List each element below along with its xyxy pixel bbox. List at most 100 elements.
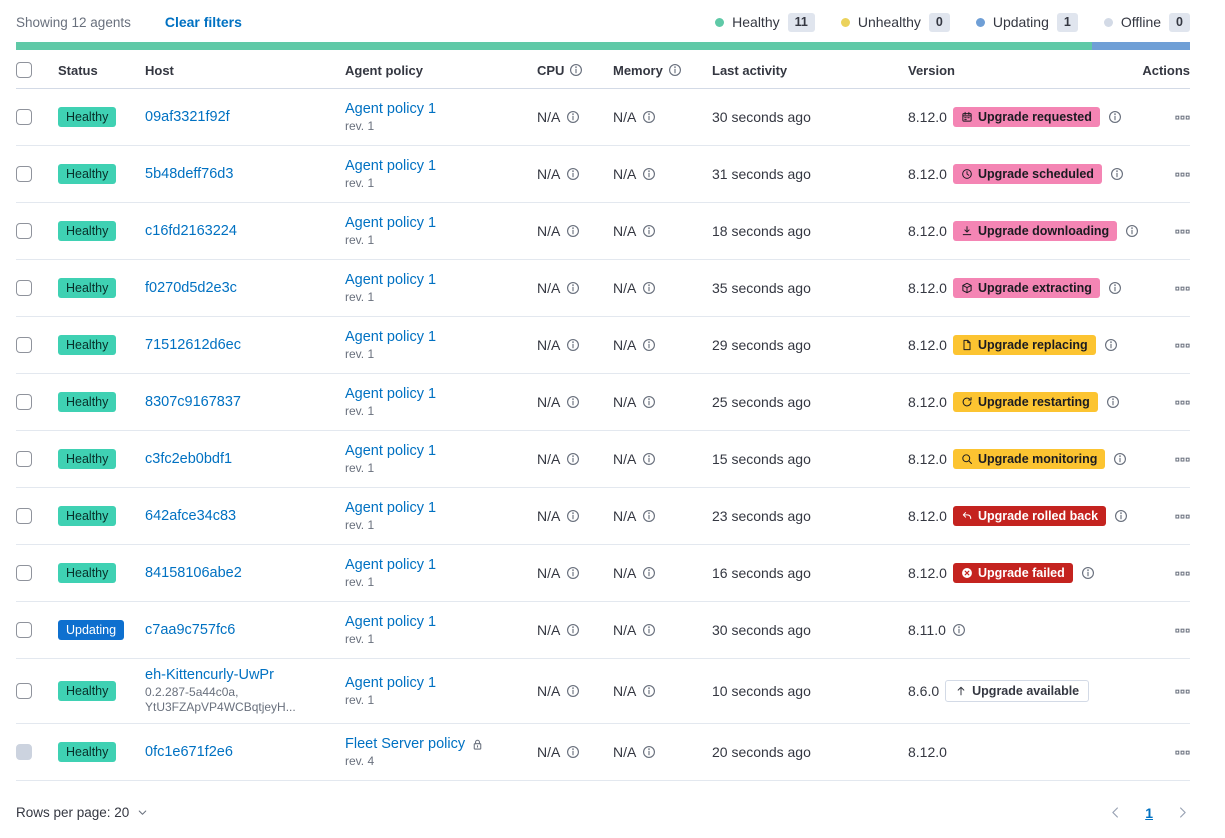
actions-menu-button[interactable] <box>1175 452 1190 467</box>
info-icon[interactable] <box>566 745 580 759</box>
row-checkbox[interactable] <box>16 451 32 467</box>
info-icon[interactable] <box>1125 224 1139 238</box>
info-icon[interactable] <box>668 63 682 77</box>
info-icon[interactable] <box>642 281 656 295</box>
host-link[interactable]: eh-Kittencurly-UwPr <box>145 667 274 683</box>
info-icon[interactable] <box>1110 167 1124 181</box>
next-page-button[interactable] <box>1175 805 1190 820</box>
version-value: 8.6.0 <box>908 683 940 699</box>
clear-filters-link[interactable]: Clear filters <box>164 14 242 30</box>
host-link[interactable]: c3fc2eb0bdf1 <box>145 451 233 467</box>
actions-menu-button[interactable] <box>1175 224 1190 239</box>
info-icon[interactable] <box>566 167 580 181</box>
info-icon[interactable] <box>952 623 966 637</box>
host-link[interactable]: f0270d5d2e3c <box>145 280 237 296</box>
agent-policy-link[interactable]: Agent policy 1 <box>345 386 437 402</box>
info-icon[interactable] <box>566 684 580 698</box>
agent-policy-link[interactable]: Agent policy 1 <box>345 101 437 117</box>
info-icon[interactable] <box>1114 509 1128 523</box>
actions-menu-button[interactable] <box>1175 684 1190 699</box>
legend-item-healthy[interactable]: Healthy 11 <box>715 12 815 32</box>
info-icon[interactable] <box>642 338 656 352</box>
row-checkbox[interactable] <box>16 508 32 524</box>
info-icon[interactable] <box>1081 566 1095 580</box>
host-link[interactable]: 8307c9167837 <box>145 394 241 410</box>
info-icon[interactable] <box>642 745 656 759</box>
row-checkbox[interactable] <box>16 166 32 182</box>
row-checkbox[interactable] <box>16 337 32 353</box>
legend-item-updating[interactable]: Updating 1 <box>975 12 1078 32</box>
agent-policy-link[interactable]: Agent policy 1 <box>345 614 437 630</box>
info-icon[interactable] <box>1108 110 1122 124</box>
actions-menu-button[interactable] <box>1175 395 1190 410</box>
actions-menu-button[interactable] <box>1175 281 1190 296</box>
row-checkbox[interactable] <box>16 622 32 638</box>
info-icon[interactable] <box>566 395 580 409</box>
column-header-last-activity: Last activity <box>712 63 908 78</box>
agent-policy-link[interactable]: Agent policy 1 <box>345 500 437 516</box>
info-icon[interactable] <box>1104 338 1118 352</box>
actions-menu-button[interactable] <box>1175 110 1190 125</box>
row-checkbox[interactable] <box>16 280 32 296</box>
row-checkbox[interactable] <box>16 394 32 410</box>
agent-policy-link[interactable]: Agent policy 1 <box>345 675 437 691</box>
cpu-value: N/A <box>537 744 561 760</box>
info-icon[interactable] <box>566 224 580 238</box>
info-icon[interactable] <box>642 566 656 580</box>
info-icon[interactable] <box>566 452 580 466</box>
actions-menu-button[interactable] <box>1175 509 1190 524</box>
host-link[interactable]: 84158106abe2 <box>145 565 242 581</box>
agent-policy-link[interactable]: Fleet Server policy <box>345 736 466 752</box>
previous-page-button[interactable] <box>1108 805 1123 820</box>
select-all-checkbox[interactable] <box>16 62 32 78</box>
info-icon[interactable] <box>642 623 656 637</box>
info-icon[interactable] <box>566 110 580 124</box>
last-activity-value: 31 seconds ago <box>712 166 811 182</box>
legend-item-unhealthy[interactable]: Unhealthy 0 <box>840 12 950 32</box>
actions-menu-button[interactable] <box>1175 566 1190 581</box>
actions-menu-button[interactable] <box>1175 623 1190 638</box>
info-icon[interactable] <box>569 63 583 77</box>
agent-policy-link[interactable]: Agent policy 1 <box>345 443 437 459</box>
page-number-1[interactable]: 1 <box>1145 804 1153 821</box>
agent-policy-link[interactable]: Agent policy 1 <box>345 557 437 573</box>
row-checkbox[interactable] <box>16 565 32 581</box>
agent-policy-link[interactable]: Agent policy 1 <box>345 272 437 288</box>
host-link[interactable]: c7aa9c757fc6 <box>145 622 236 638</box>
host-link[interactable]: 0fc1e671f2e6 <box>145 744 233 760</box>
info-icon[interactable] <box>642 395 656 409</box>
info-icon[interactable] <box>642 684 656 698</box>
info-icon[interactable] <box>642 167 656 181</box>
info-icon[interactable] <box>642 110 656 124</box>
agent-policy-link[interactable]: Agent policy 1 <box>345 329 437 345</box>
rows-per-page-selector[interactable]: Rows per page: 20 <box>16 805 149 820</box>
info-icon[interactable] <box>1106 395 1120 409</box>
row-checkbox[interactable] <box>16 223 32 239</box>
info-icon[interactable] <box>566 338 580 352</box>
actions-menu-button[interactable] <box>1175 338 1190 353</box>
info-icon[interactable] <box>642 224 656 238</box>
info-icon[interactable] <box>566 623 580 637</box>
info-icon[interactable] <box>566 566 580 580</box>
info-icon[interactable] <box>642 452 656 466</box>
host-link[interactable]: c16fd2163224 <box>145 223 237 239</box>
info-icon[interactable] <box>566 281 580 295</box>
info-icon[interactable] <box>642 509 656 523</box>
row-checkbox[interactable] <box>16 109 32 125</box>
info-icon[interactable] <box>1113 452 1127 466</box>
host-link[interactable]: 642afce34c83 <box>145 508 237 524</box>
actions-menu-button[interactable] <box>1175 745 1190 760</box>
host-link[interactable]: 09af3321f92f <box>145 109 230 125</box>
status-dot-icon <box>1103 17 1113 27</box>
agent-policy-link[interactable]: Agent policy 1 <box>345 215 437 231</box>
agent-policy-link[interactable]: Agent policy 1 <box>345 158 437 174</box>
legend-item-offline[interactable]: Offline 0 <box>1103 12 1190 32</box>
host-link[interactable]: 71512612d6ec <box>145 337 241 353</box>
info-icon[interactable] <box>1108 281 1122 295</box>
info-icon[interactable] <box>566 509 580 523</box>
actions-menu-button[interactable] <box>1175 167 1190 182</box>
column-header-agent-policy: Agent policy <box>345 63 537 78</box>
host-link[interactable]: 5b48deff76d3 <box>145 166 234 182</box>
row-checkbox[interactable] <box>16 683 32 699</box>
legend-count-badge: 1 <box>1056 12 1078 32</box>
